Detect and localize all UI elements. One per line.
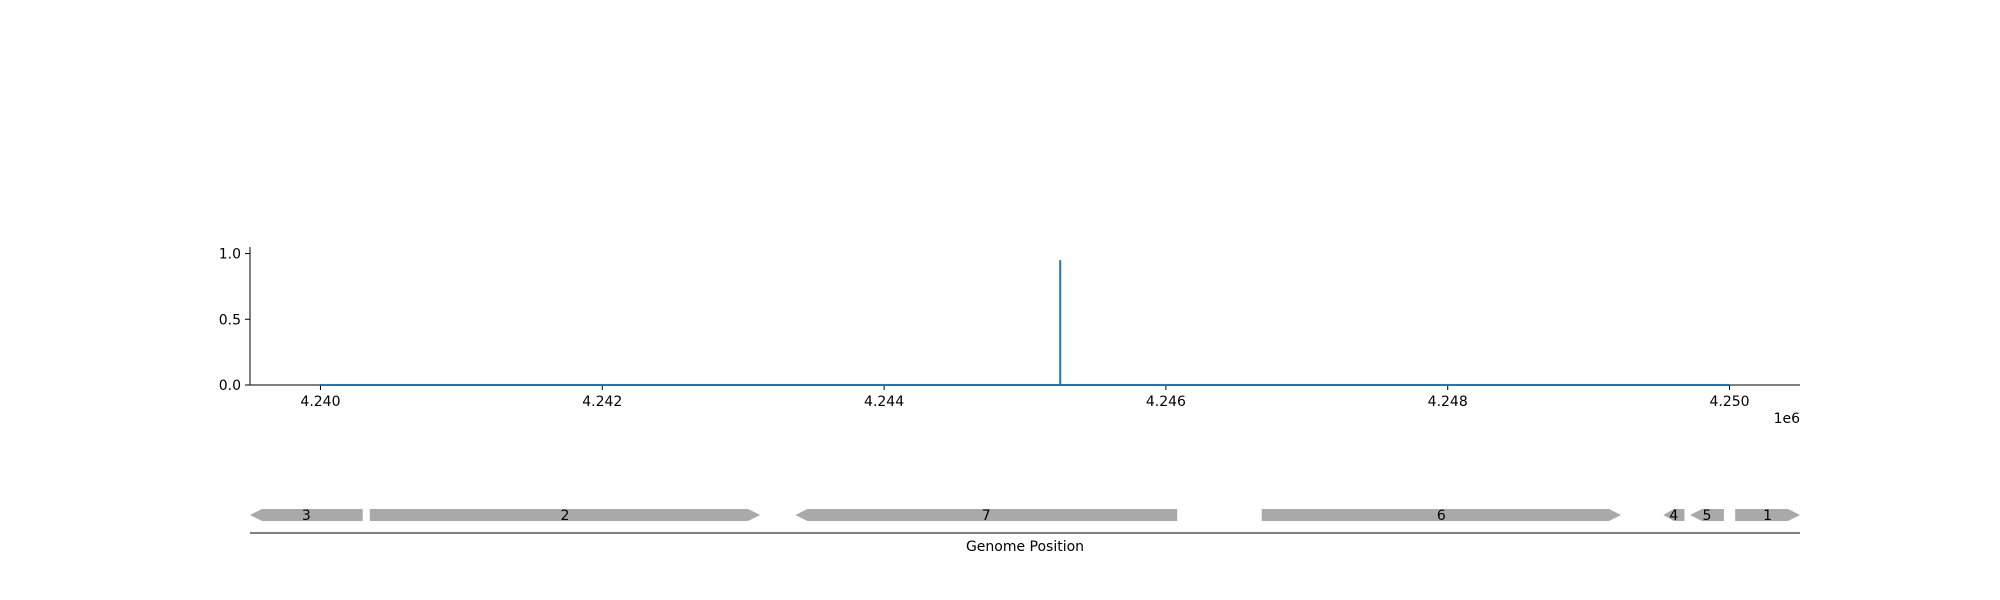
x-tick-label: 4.242: [582, 394, 622, 410]
gene-feature-arrow: [1261, 509, 1622, 521]
y-tick-label: 0.0: [219, 378, 241, 394]
gene-feature-arrow: [1735, 509, 1800, 521]
gene-feature-arrow: [250, 509, 363, 521]
gene-feature-arrow: [369, 509, 761, 521]
gene-feature-arrow: [795, 509, 1178, 521]
gene-feature-label: 4: [1669, 508, 1678, 524]
gene-feature-label: 2: [560, 508, 569, 524]
gene-feature-arrow: [1663, 509, 1685, 521]
gene-track-x-label: Genome Position: [966, 539, 1084, 555]
x-offset-label: 1e6: [1774, 411, 1801, 427]
gene-feature-label: 6: [1437, 508, 1446, 524]
x-tick-label: 4.240: [300, 394, 340, 410]
gene-feature-arrow: [1690, 509, 1724, 521]
x-tick-label: 4.250: [1709, 394, 1749, 410]
coverage-series-line: [320, 260, 1730, 386]
y-tick-label: 0.5: [219, 312, 241, 328]
gene-track-panel: 3 2 7 6 4 5 1 Genome Position: [250, 508, 1800, 555]
x-tick-label: 4.248: [1428, 394, 1468, 410]
y-tick-label: 1.0: [219, 247, 241, 263]
x-tick-label: 4.244: [864, 394, 904, 410]
x-tick-label: 4.246: [1146, 394, 1186, 410]
gene-feature-label: 5: [1703, 508, 1712, 524]
gene-feature-label: 1: [1763, 508, 1772, 524]
coverage-panel: 0.0 0.5 1.0 4.240 4.242 4.244 4.246 4.248 4.250 1…: [219, 247, 1800, 427]
gene-feature-label: 3: [302, 508, 311, 524]
gene-feature-label: 7: [982, 508, 991, 524]
